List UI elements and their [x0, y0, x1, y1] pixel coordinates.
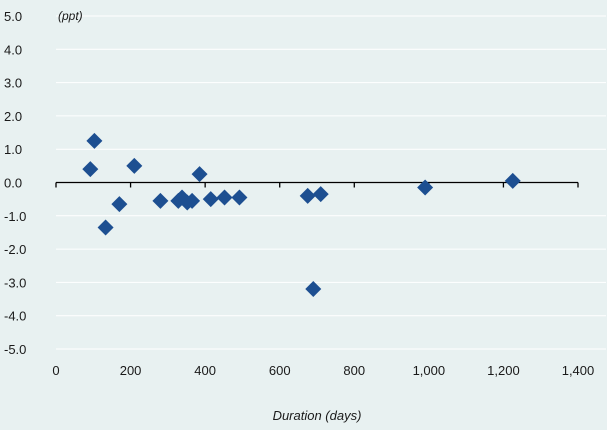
x-axis-label: Duration (days) — [273, 408, 362, 423]
data-point-diamond — [312, 186, 329, 203]
gridlines — [56, 15, 606, 350]
x-tick-label: 600 — [269, 363, 291, 378]
data-point-diamond — [417, 179, 434, 196]
x-tick-label: 0 — [52, 363, 59, 378]
data-point-diamond — [504, 172, 521, 189]
y-tick-label: 0.0 — [4, 176, 22, 191]
axes — [55, 181, 579, 188]
y-tick-label: -2.0 — [4, 242, 26, 257]
x-tick-label: 1,000 — [413, 363, 446, 378]
data-point-diamond — [97, 219, 114, 236]
data-point-diamond — [305, 281, 322, 298]
x-tick-label: 1,400 — [562, 363, 595, 378]
x-tick-labels: 0 200 400 600 800 1,000 1,200 1,400 — [52, 363, 594, 378]
y-tick-label: 3.0 — [4, 76, 22, 91]
data-point-diamond — [191, 166, 208, 183]
y-tick-label: -5.0 — [4, 342, 26, 357]
data-point-diamond — [111, 196, 128, 213]
y-tick-label: -4.0 — [4, 309, 26, 324]
data-point-diamond — [216, 189, 233, 206]
data-point-diamond — [202, 191, 219, 208]
data-point-diamond — [86, 132, 103, 149]
data-point-diamond — [231, 189, 248, 206]
y-tick-label: 2.0 — [4, 109, 22, 124]
data-point-diamond — [299, 187, 316, 204]
data-point-diamond — [152, 192, 169, 209]
y-tick-label: 4.0 — [4, 42, 22, 57]
x-tick-label: 400 — [194, 363, 216, 378]
y-tick-label: -3.0 — [4, 275, 26, 290]
x-tick-label: 800 — [343, 363, 365, 378]
y-tick-label: 1.0 — [4, 142, 22, 157]
data-point-diamond — [82, 161, 99, 178]
x-tick-label: 1,200 — [487, 363, 520, 378]
x-tick-label: 200 — [120, 363, 142, 378]
y-tick-label: -1.0 — [4, 209, 26, 224]
data-point-diamond — [126, 157, 143, 174]
y-tick-label: 5.0 — [4, 9, 22, 24]
y-tick-labels: 5.0 4.0 3.0 2.0 1.0 0.0 -1.0 -2.0 -3.0 -4.0 -5.0 — [4, 9, 26, 357]
data-point-diamond — [184, 192, 201, 209]
y-unit-label: (ppt) — [58, 9, 83, 23]
data-points — [82, 132, 521, 298]
